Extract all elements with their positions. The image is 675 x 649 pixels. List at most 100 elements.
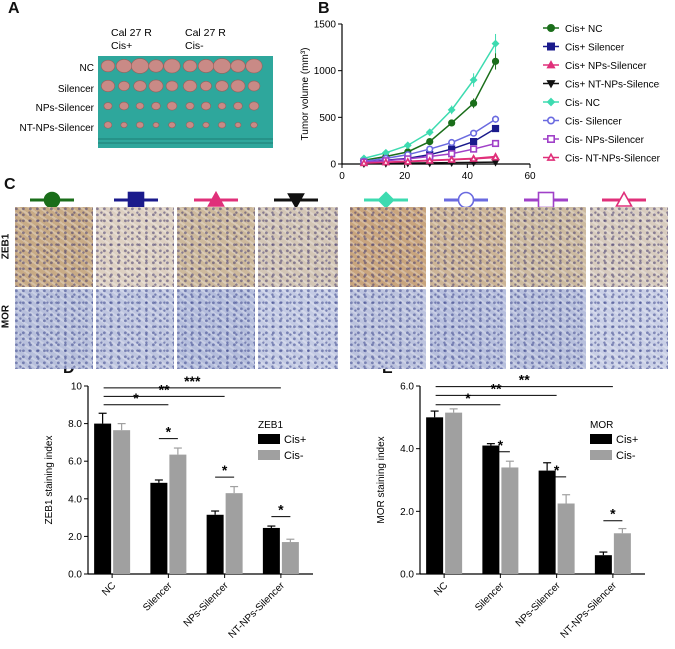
legend-label: Cis- (284, 450, 304, 462)
tumor-sample (135, 102, 145, 110)
data-point (448, 138, 456, 147)
significance-label: * (133, 390, 139, 406)
header-cis-plus-line2: Cis+ (111, 40, 132, 52)
tissue-image-zeb1 (96, 207, 174, 287)
tumor-sample (148, 79, 164, 93)
row-label-nps-silencer: NPs-Silencer (36, 103, 95, 114)
y-tick-label: 0.0 (400, 570, 414, 581)
tumor-sample (148, 59, 164, 73)
ihc-panel: ZEB1 MOR (0, 185, 675, 369)
legend-label: Cis+ (284, 434, 306, 446)
y-tick-label: 2.0 (400, 507, 414, 518)
significance-label: ** (519, 372, 530, 388)
significance-label: * (465, 390, 471, 406)
bar (206, 514, 224, 574)
row-label-silencer: Silencer (58, 84, 95, 95)
tissue-image-mor (96, 289, 174, 369)
x-tick-label: NT-NPs-Silencer (559, 580, 620, 641)
y-axis-title: ZEB1 staining index (44, 436, 55, 525)
x-tick-label: NT-NPs-Silencer (227, 580, 288, 641)
x-tick-label: Silencer (473, 580, 507, 614)
series-cis-nt-nps-silencer: Cis- NT-NPs-Silencer (359, 152, 660, 167)
data-point (491, 139, 500, 148)
series-cis-nps-silencer: Cis+ NPs-Silencer (359, 60, 647, 167)
legend-swatch (590, 434, 612, 444)
triangle-up-icon (194, 190, 238, 207)
legend-label: Cis- NPs-Silencer (565, 135, 645, 146)
x-tick-label: 60 (524, 171, 536, 182)
x-tick-label: NPs-Silencer (182, 580, 232, 630)
significance-label: * (498, 437, 504, 453)
tumor-sample (212, 58, 232, 74)
legend-label: Cis- (616, 450, 636, 462)
legend-label: Cis- NC (565, 98, 600, 109)
legend-swatch (258, 450, 280, 460)
bar (557, 503, 575, 574)
tumor-sample (247, 80, 261, 92)
bar (613, 533, 631, 574)
x-tick-label: Silencer (141, 580, 175, 614)
y-tick-label: 8.0 (68, 419, 82, 430)
marker-symbol (377, 191, 395, 209)
header-cis-minus-line2: Cis- (185, 40, 204, 52)
significance-label: ** (159, 381, 170, 397)
legend-marker (546, 97, 556, 107)
bar (445, 412, 463, 574)
legend-label: Cis+ (616, 434, 638, 446)
legend-label: Cis- NT-NPs-Silencer (565, 154, 660, 165)
tumor-sample (202, 121, 210, 129)
tumor-sample (248, 101, 260, 111)
tumor-sample (230, 79, 246, 93)
tissue-image-zeb1 (177, 207, 255, 287)
y-tick-label: 4.0 (400, 444, 414, 455)
tumor-sample (101, 80, 115, 92)
legend-title: MOR (590, 420, 613, 431)
significance-label: * (278, 502, 284, 518)
legend-marker (546, 80, 556, 89)
tumor-sample (152, 122, 160, 128)
tumor-sample (130, 58, 150, 74)
data-point (470, 99, 478, 107)
legend-label: Cis- Silencer (565, 117, 622, 128)
tumor-sample (119, 101, 129, 111)
tissue-image-mor (258, 289, 338, 369)
legend-swatch (590, 450, 612, 460)
tumor-photo-panel: Cal 27 R Cis+ Cal 27 R Cis- NC Silencer … (20, 27, 273, 148)
panel-label-b: B (318, 0, 330, 17)
data-point (359, 158, 369, 167)
marker-symbol (127, 191, 145, 209)
tissue-image-zeb1 (258, 207, 338, 287)
y-tick-label: 2.0 (68, 532, 82, 543)
tumor-sample (200, 81, 212, 91)
zeb1-staining-chart: 0.0 2.0 4.0 6.0 8.0 10 ZEB1 staining index NC Si… (44, 373, 313, 641)
bar (538, 470, 556, 574)
header-cis-plus-line1: Cal 27 R (111, 27, 152, 39)
tumor-sample (183, 80, 197, 92)
tissue-image-mor (177, 289, 255, 369)
tumor-sample (115, 59, 133, 73)
y-tick-label: 4.0 (68, 494, 82, 505)
significance-label: * (222, 462, 228, 478)
tumor-sample (234, 122, 242, 128)
data-point (470, 129, 478, 137)
y-tick-label: 6.0 (68, 457, 82, 468)
bar (169, 454, 187, 574)
legend-marker (546, 60, 556, 69)
tissue-image-zeb1 (350, 207, 426, 287)
tumor-sample (168, 121, 176, 129)
header-cis-minus-line1: Cal 27 R (185, 27, 226, 39)
mor-staining-chart: 0.0 2.0 4.0 6.0 MOR staining index NC Silencer… (376, 372, 645, 641)
bar (426, 417, 444, 574)
legend-title: ZEB1 (258, 420, 283, 431)
y-tick-label: 0 (330, 160, 336, 171)
data-point (491, 39, 500, 48)
data-point (469, 76, 478, 84)
legend-label: Cis+ NC (565, 24, 603, 35)
data-point (447, 105, 456, 114)
tissue-image-mor (350, 289, 426, 369)
row-label-mor: MOR (0, 304, 12, 329)
data-point (470, 138, 478, 146)
marker-symbol (537, 191, 555, 209)
tumor-sample (233, 101, 243, 111)
